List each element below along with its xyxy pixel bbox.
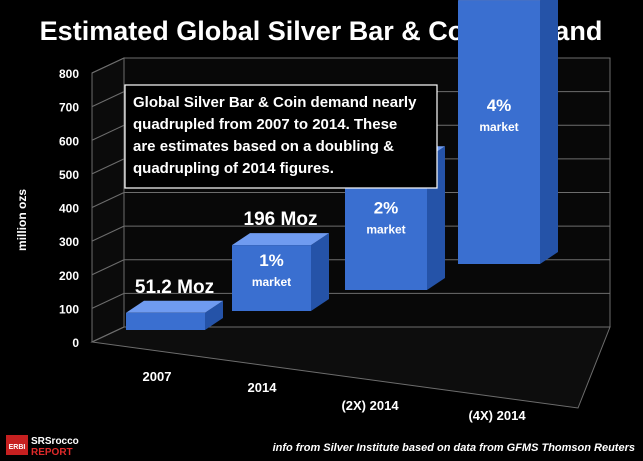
y-tick-label: 300 [59, 235, 79, 249]
gridline-side [91, 158, 125, 175]
data-label: 51.2 Moz [135, 277, 214, 298]
annotation-line: quadrupled from 2007 to 2014. These [133, 116, 397, 133]
annotation-line: are estimates based on a doubling & [133, 138, 394, 155]
gridline-side [91, 57, 125, 74]
y-tick-label: 0 [72, 336, 79, 350]
y-tick-label: 500 [59, 168, 79, 182]
y-tick-label: 600 [59, 134, 79, 148]
gridline-side [91, 124, 125, 141]
gridline-side [91, 91, 125, 108]
y-tick-label: 400 [59, 202, 79, 216]
srsrocco-logo: ERBI SRSrocco REPORT [6, 435, 79, 458]
bar-side [540, 0, 558, 264]
bar [232, 245, 311, 311]
source-note: info from Silver Institute based on data… [273, 442, 635, 454]
x-tick-label: 2014 [248, 380, 278, 395]
gridline-side [91, 292, 125, 309]
annotation-line: Global Silver Bar & Coin demand nearly [133, 94, 417, 111]
bar [458, 0, 540, 264]
gridline-side [91, 192, 125, 208]
x-tick-label: (4X) 2014 [468, 408, 526, 423]
x-tick-label: 2007 [143, 369, 172, 384]
gridline-side [91, 326, 125, 343]
bar-side [205, 300, 223, 330]
annotation-line: quadrupling of 2014 figures. [133, 160, 334, 177]
y-tick-label: 200 [59, 269, 79, 283]
y-tick-label: 100 [59, 302, 79, 316]
gridline-side [91, 225, 125, 242]
bar-market-label: market [252, 275, 291, 289]
logo-report: REPORT [31, 447, 73, 458]
bar-percent-label: 1% [259, 251, 284, 270]
x-tick-label: (2X) 2014 [341, 398, 399, 413]
gridline-side [91, 259, 125, 276]
logo-name: SRSrocco [31, 436, 79, 447]
bar-market-label: market [479, 120, 518, 134]
bar-side [311, 233, 329, 311]
bar-top [126, 300, 223, 313]
floor [90, 326, 611, 409]
bar-market-label: market [366, 223, 405, 237]
bar [126, 312, 205, 330]
bar-top [232, 233, 329, 246]
y-axis-label: million ozs [15, 189, 29, 251]
bar-percent-label: 4% [487, 96, 512, 115]
data-label: 196 Moz [244, 209, 318, 230]
logo-badge: ERBI [9, 444, 26, 451]
annotation-box: Global Silver Bar & Coin demand nearly q… [124, 84, 438, 189]
y-tick-label: 800 [59, 67, 79, 81]
bar-percent-label: 2% [374, 199, 399, 218]
y-tick-label: 700 [59, 101, 79, 115]
